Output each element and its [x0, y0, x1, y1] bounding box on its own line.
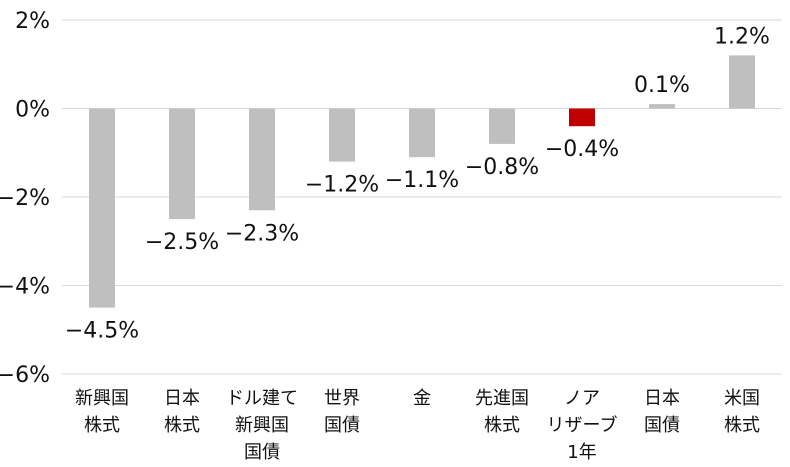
data-label: −0.4%: [545, 137, 619, 162]
data-label: 0.1%: [634, 73, 690, 98]
category-label: リザーブ: [547, 414, 618, 436]
category-label: 日本: [644, 388, 680, 409]
y-tick-label: −2%: [0, 186, 50, 211]
category-label: ノア: [564, 388, 600, 409]
category-label: 国債: [244, 442, 280, 463]
category-label: 株式: [164, 415, 200, 436]
y-tick-label: 0%: [15, 98, 50, 123]
data-labels: −4.5% −2.5% −2.3%−1.2% −1.1%−0.8%−0.4% 0.1% 1…: [65, 24, 770, 343]
y-tick-label: 2%: [15, 9, 50, 34]
category-label: 国債: [324, 415, 360, 436]
y-tick-label: −4%: [0, 275, 50, 300]
category-label: 株式: [84, 415, 120, 436]
category-label: 日本: [164, 388, 200, 409]
data-label: −2.5%: [145, 230, 219, 255]
bar: [169, 108, 195, 220]
bar: [729, 55, 755, 109]
category-label: 金: [413, 388, 431, 409]
y-axis-tick-labels: 2% 0% −2% −4% −6%: [0, 9, 50, 388]
bar: [489, 108, 515, 144]
y-tick-label: −6%: [0, 363, 50, 388]
category-label: 株式: [724, 415, 760, 436]
category-label: 株式: [484, 415, 520, 436]
category-label: 米国: [724, 388, 760, 409]
bars: [89, 55, 755, 308]
data-label: −4.5%: [65, 319, 139, 344]
category-label: 1年: [567, 442, 596, 463]
bar: [409, 108, 435, 158]
category-label: 世界: [324, 388, 360, 409]
bar: [89, 108, 115, 308]
bar: [329, 108, 355, 162]
category-label: 新興国: [75, 388, 129, 409]
bar: [249, 108, 275, 211]
data-label: −0.8%: [465, 155, 539, 180]
category-label: ドル建て: [226, 388, 298, 409]
data-label: −1.2%: [305, 173, 379, 198]
category-label: 先進国: [475, 388, 529, 409]
data-label: −2.3%: [225, 221, 299, 246]
bar: [649, 104, 675, 109]
bar: [569, 108, 595, 127]
data-label: 1.2%: [714, 24, 770, 49]
data-label: −1.1%: [385, 168, 459, 193]
category-label: 新興国: [235, 415, 289, 436]
category-label: 国債: [644, 415, 680, 436]
